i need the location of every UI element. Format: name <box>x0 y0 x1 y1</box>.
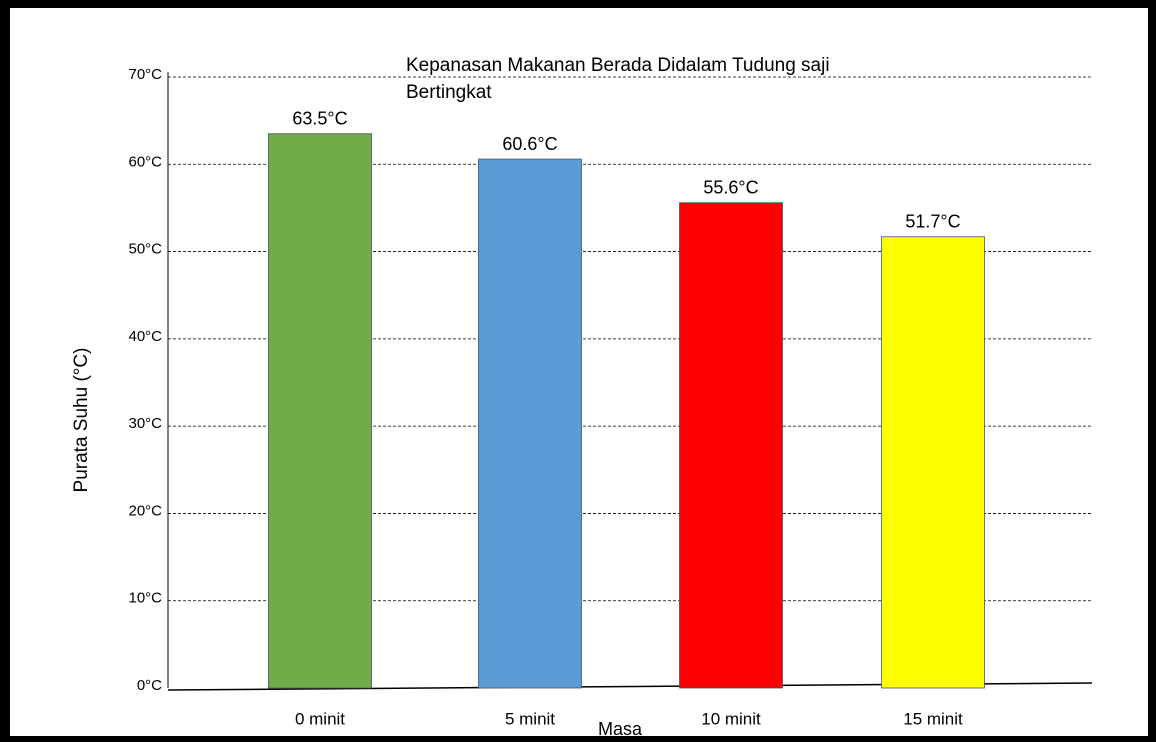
data-label: 63.5°C <box>292 108 347 128</box>
bar <box>478 158 582 689</box>
data-label: 51.7°C <box>905 211 960 231</box>
y-tick-label: 50°C <box>128 241 162 258</box>
y-tick-label: 0°C <box>137 677 162 694</box>
x-tick-label: 5 minit <box>505 709 555 728</box>
y-tick-label: 40°C <box>128 328 162 345</box>
x-tick-label: 0 minit <box>295 709 345 728</box>
y-tick-label: 20°C <box>128 502 162 519</box>
y-tick-label: 30°C <box>128 415 162 432</box>
y-tick-label: 10°C <box>128 590 162 607</box>
bar <box>679 202 783 689</box>
y-axis-label: Purata Suhu (°C) <box>71 348 92 493</box>
data-label: 55.6°C <box>703 177 758 197</box>
x-tick-label: 10 minit <box>701 709 761 728</box>
chart-title: Kepanasan Makanan Berada Didalam Tudung … <box>406 55 830 103</box>
y-tick-label: 60°C <box>128 153 162 170</box>
bar <box>881 236 985 689</box>
data-label: 60.6°C <box>502 134 557 154</box>
bar <box>268 133 372 689</box>
x-tick-label: 15 minit <box>903 709 963 728</box>
y-tick-label: 70°C <box>128 66 162 83</box>
x-axis-label: Masa <box>598 719 643 739</box>
